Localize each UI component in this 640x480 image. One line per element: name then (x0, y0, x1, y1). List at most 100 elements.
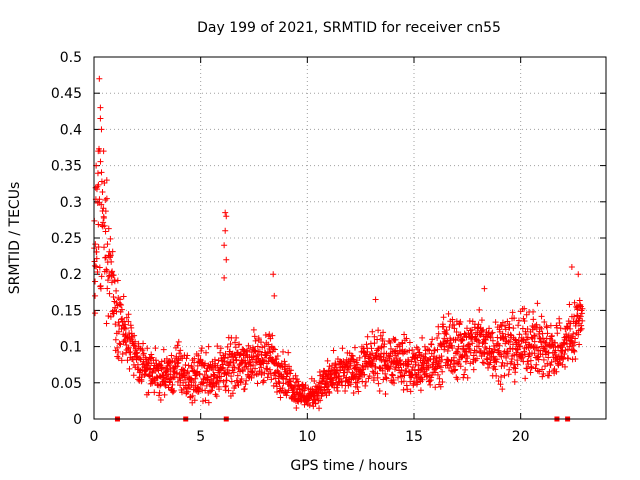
data-point (282, 376, 289, 383)
data-point (233, 356, 240, 363)
data-point (113, 287, 120, 294)
data-point (117, 341, 124, 348)
data-point (560, 356, 567, 363)
data-point (237, 351, 244, 358)
data-point (516, 331, 523, 338)
data-point (254, 343, 261, 350)
data-point (260, 377, 267, 384)
data-point (242, 381, 249, 388)
data-point (102, 208, 109, 215)
data-point (238, 376, 245, 383)
data-point (112, 336, 119, 343)
data-point (400, 378, 407, 385)
data-point (371, 333, 378, 340)
data-point (269, 332, 276, 339)
data-point (454, 335, 461, 342)
data-point (216, 386, 223, 393)
data-point (227, 359, 234, 366)
data-point (196, 370, 203, 377)
data-point-outlier (223, 256, 230, 263)
data-point (425, 364, 432, 371)
data-point (545, 372, 552, 379)
data-point (235, 365, 242, 372)
data-point (488, 330, 495, 337)
data-point (514, 361, 521, 368)
data-point (102, 228, 109, 235)
data-point (244, 365, 251, 372)
data-point (515, 337, 522, 344)
data-point (250, 326, 257, 333)
data-point (576, 341, 583, 348)
data-point (553, 368, 560, 375)
data-point (157, 382, 164, 389)
data-point (140, 340, 147, 347)
data-point (518, 352, 525, 359)
data-point (439, 378, 446, 385)
data-point (530, 316, 537, 323)
data-point (419, 334, 426, 341)
data-point (457, 318, 464, 325)
data-point (221, 355, 228, 362)
data-point (480, 359, 487, 366)
data-point (502, 340, 509, 347)
data-point (94, 268, 101, 275)
data-point (324, 379, 331, 386)
data-point (214, 362, 221, 369)
plot-border (93, 56, 607, 420)
data-point (287, 370, 294, 377)
data-point (105, 225, 112, 232)
data-point (144, 345, 151, 352)
data-point (368, 345, 375, 352)
data-point (401, 331, 408, 338)
data-point (362, 382, 369, 389)
data-point (527, 357, 534, 364)
data-point (458, 354, 465, 361)
data-point (183, 355, 190, 362)
data-point-outlier (97, 104, 104, 111)
data-point-outlier (271, 292, 278, 299)
data-point (252, 337, 259, 344)
data-point (222, 382, 229, 389)
data-point (92, 310, 99, 317)
data-point (411, 378, 418, 385)
data-point (91, 262, 98, 269)
data-point (524, 365, 531, 372)
data-point (256, 348, 263, 355)
data-point (116, 340, 123, 347)
data-point (497, 381, 504, 388)
data-point (540, 356, 547, 363)
data-point (512, 365, 519, 372)
data-point (252, 365, 259, 372)
data-point (302, 382, 309, 389)
data-point (99, 188, 106, 195)
data-point (525, 361, 532, 368)
data-point (94, 170, 101, 177)
data-point (98, 201, 105, 208)
data-point (216, 377, 223, 384)
data-point (374, 336, 381, 343)
data-point (481, 349, 488, 356)
data-point (101, 222, 108, 229)
data-point (521, 305, 528, 312)
data-point (330, 347, 337, 354)
data-point (261, 357, 268, 364)
data-point (374, 374, 381, 381)
data-point (363, 341, 370, 348)
data-point (397, 369, 404, 376)
data-point (184, 368, 191, 375)
data-point (452, 366, 459, 373)
data-point (424, 373, 431, 380)
data-point (121, 324, 128, 331)
data-point (347, 381, 354, 388)
data-point (375, 327, 382, 334)
data-point (443, 327, 450, 334)
data-point (217, 345, 224, 352)
data-point (160, 346, 167, 353)
data-point (254, 352, 261, 359)
data-point (570, 342, 577, 349)
data-point (107, 313, 114, 320)
data-point (147, 373, 154, 380)
data-point (572, 335, 579, 342)
data-point (290, 385, 297, 392)
data-point (225, 387, 232, 394)
